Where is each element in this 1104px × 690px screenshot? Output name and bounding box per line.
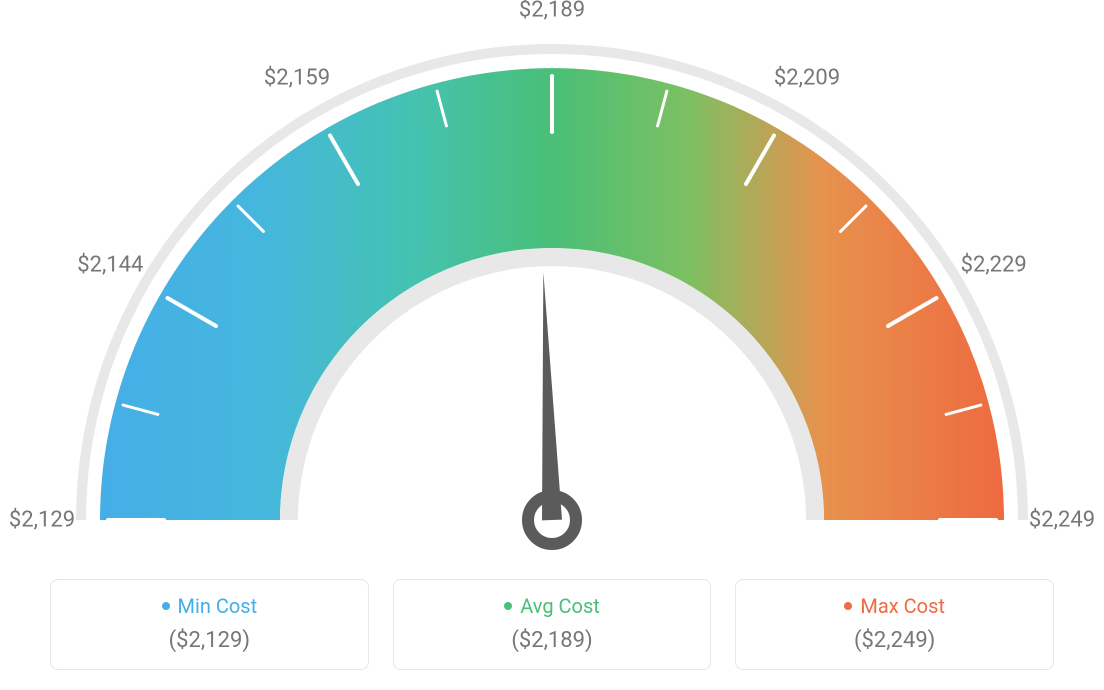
gauge-svg [0, 0, 1104, 560]
gauge-tick-label: $2,159 [264, 66, 330, 91]
legend-row: Min Cost ($2,129) Avg Cost ($2,189) Max … [50, 579, 1054, 670]
gauge-chart-container: $2,129 $2,144 $2,159 $2,189 $2,209 $2,229 $2,2… [0, 0, 1104, 690]
legend-card-min: Min Cost ($2,129) [50, 579, 369, 670]
legend-min-value: ($2,129) [69, 628, 350, 653]
legend-avg-dot [504, 602, 512, 610]
legend-max-title: Max Cost [844, 594, 945, 618]
legend-max-label: Max Cost [860, 594, 945, 618]
gauge-tick-label: $2,229 [961, 253, 1027, 278]
gauge-tick-label: $2,189 [519, 0, 585, 23]
legend-min-label: Min Cost [178, 594, 258, 618]
legend-min-dot [162, 602, 170, 610]
legend-min-title: Min Cost [162, 594, 258, 618]
legend-max-dot [844, 602, 852, 610]
legend-card-avg: Avg Cost ($2,189) [393, 579, 712, 670]
legend-avg-title: Avg Cost [504, 594, 600, 618]
gauge-tick-label: $2,144 [77, 253, 143, 278]
legend-max-value: ($2,249) [754, 628, 1035, 653]
gauge-area: $2,129 $2,144 $2,159 $2,189 $2,209 $2,229 $2,2… [0, 0, 1104, 560]
legend-card-max: Max Cost ($2,249) [735, 579, 1054, 670]
gauge-needle [542, 272, 562, 520]
legend-avg-label: Avg Cost [520, 594, 600, 618]
gauge-tick-label: $2,249 [1029, 508, 1095, 533]
gauge-tick-label: $2,209 [774, 66, 840, 91]
gauge-tick-label: $2,129 [9, 508, 75, 533]
legend-avg-value: ($2,189) [412, 628, 693, 653]
